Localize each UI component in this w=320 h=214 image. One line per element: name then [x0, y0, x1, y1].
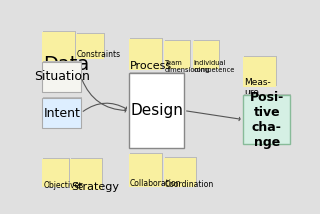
FancyBboxPatch shape [129, 154, 162, 187]
FancyBboxPatch shape [71, 158, 103, 189]
FancyBboxPatch shape [43, 98, 81, 128]
FancyBboxPatch shape [244, 56, 276, 86]
FancyBboxPatch shape [194, 40, 220, 68]
FancyBboxPatch shape [130, 153, 163, 186]
FancyBboxPatch shape [44, 61, 82, 91]
FancyBboxPatch shape [244, 94, 292, 143]
Text: Constraints: Constraints [77, 50, 121, 59]
Text: Objectives: Objectives [44, 181, 84, 190]
FancyBboxPatch shape [243, 57, 276, 87]
Text: Team
dimensioning: Team dimensioning [165, 60, 210, 73]
FancyBboxPatch shape [44, 97, 82, 127]
Text: Process: Process [130, 61, 172, 71]
FancyBboxPatch shape [43, 32, 75, 68]
FancyBboxPatch shape [164, 158, 196, 187]
Text: Data: Data [43, 55, 90, 74]
Text: Coordination: Coordination [165, 180, 214, 189]
FancyBboxPatch shape [130, 73, 185, 147]
FancyBboxPatch shape [164, 40, 190, 68]
Text: Collaboration: Collaboration [130, 179, 181, 188]
FancyBboxPatch shape [43, 159, 68, 187]
FancyBboxPatch shape [165, 156, 197, 186]
FancyBboxPatch shape [243, 95, 291, 144]
FancyBboxPatch shape [76, 34, 104, 59]
Text: Strategy: Strategy [71, 182, 119, 192]
Text: Design: Design [130, 103, 183, 118]
FancyBboxPatch shape [130, 38, 163, 69]
FancyBboxPatch shape [129, 39, 162, 70]
FancyBboxPatch shape [44, 158, 69, 186]
FancyBboxPatch shape [43, 62, 81, 92]
FancyBboxPatch shape [129, 73, 184, 148]
Text: Individual
competence: Individual competence [193, 60, 235, 73]
Text: Intent: Intent [43, 107, 80, 119]
FancyBboxPatch shape [193, 40, 219, 68]
FancyBboxPatch shape [70, 159, 102, 190]
Text: Posi-
tive
cha-
nge: Posi- tive cha- nge [250, 91, 284, 149]
FancyBboxPatch shape [44, 31, 76, 68]
Text: Situation: Situation [34, 70, 90, 83]
FancyBboxPatch shape [165, 40, 191, 68]
FancyBboxPatch shape [77, 33, 106, 58]
Text: Meas-
ure: Meas- ure [244, 78, 271, 97]
